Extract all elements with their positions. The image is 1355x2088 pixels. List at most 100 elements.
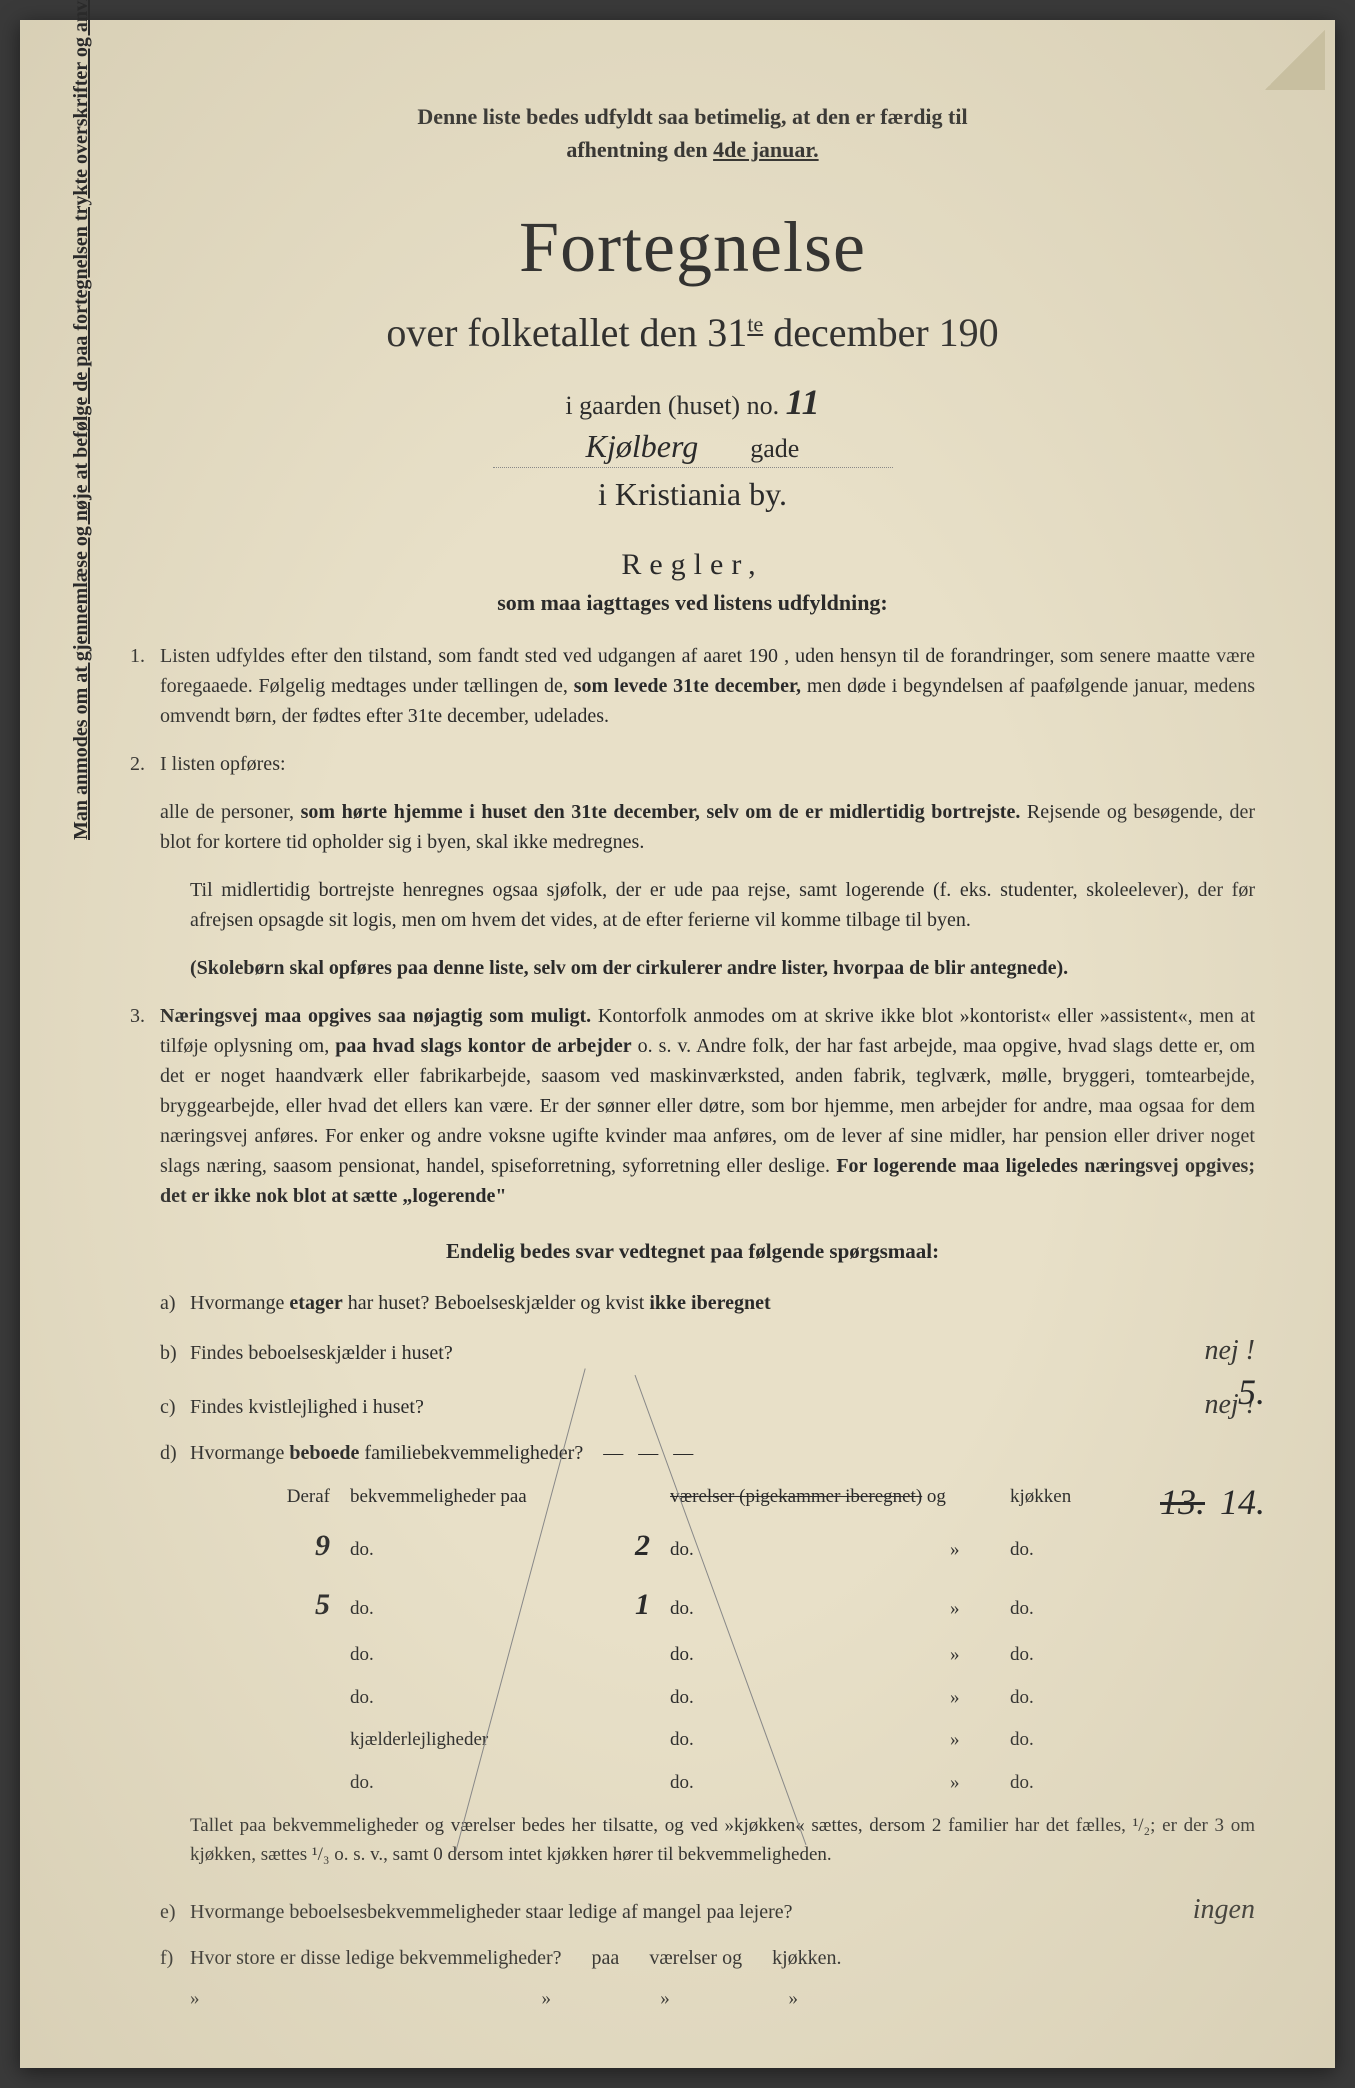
gaarden-number: 11 <box>786 382 820 422</box>
rule-2-para3: (Skolebørn skal opføres paa denne liste,… <box>190 953 1255 983</box>
regler-subtitle: som maa iagttages ved listens udfyldning… <box>130 590 1255 616</box>
gaarden-label: i gaarden (huset) no. <box>565 391 779 420</box>
qd-margin-answer: 14. <box>1220 1475 1265 1529</box>
city-line: i Kristiania by. <box>130 476 1255 513</box>
sub-suffix: december 190 <box>763 310 998 355</box>
title-subtitle: over folketallet den 31te december 190 <box>130 309 1255 356</box>
ditto-row: » » » » <box>190 1985 1255 2014</box>
qf-letter: f) <box>160 1943 190 1973</box>
document-page: Man anmodes om at gjennemlæse og nøje at… <box>20 20 1335 2068</box>
rule-2-para2: Til midlertidig bortrejste henregnes ogs… <box>190 875 1255 935</box>
deraf-cell: 5 <box>210 1582 350 1627</box>
notice-date: 4de januar. <box>713 137 819 162</box>
rule-3: 3. Næringsvej maa opgives saa nøjagtig s… <box>130 1001 1255 1211</box>
qd-prefix: Hvormange <box>190 1442 289 1464</box>
deraf-cell: do. <box>670 1769 950 1798</box>
questions-title: Endelig bedes svar vedtegnet paa følgend… <box>130 1236 1255 1268</box>
deraf-cell: 2 <box>570 1523 670 1568</box>
deraf-cell: do. <box>1010 1595 1130 1624</box>
question-a: a) Hvormange etager har huset? Beboelses… <box>160 1288 1255 1318</box>
deraf-cell: do. <box>350 1684 570 1713</box>
qa-letter: a) <box>160 1288 190 1318</box>
qa-bold: etager <box>289 1292 342 1314</box>
deraf-row: kjælderlejligheder do.»do. <box>210 1726 1255 1755</box>
qa-text: Hvormange etager har huset? Beboelseskjæ… <box>190 1288 1255 1318</box>
street-name: Kjølberg <box>586 428 699 465</box>
header-notice: Denne liste bedes udfyldt saa betimelig,… <box>210 100 1175 166</box>
deraf-row: do.do.»do. <box>210 1684 1255 1713</box>
qf-paa: paa <box>592 1943 620 1973</box>
deraf-cell: do. <box>670 1684 950 1713</box>
notice-line1: Denne liste bedes udfyldt saa betimelig,… <box>417 104 967 129</box>
qe-answer: ingen <box>1193 1889 1255 1931</box>
qc-letter: c) <box>160 1392 190 1422</box>
deraf-cell: do. <box>670 1536 950 1565</box>
rule-3-text: Næringsvej maa opgives saa nøjagtig som … <box>160 1001 1255 1211</box>
deraf-table: Deraf bekvemmeligheder paa værelser (pig… <box>210 1483 1255 1798</box>
deraf-cell: do. <box>670 1641 950 1670</box>
deraf-cell: » <box>950 1726 1010 1755</box>
qc-text: Findes kvistlejlighed i huset? <box>190 1392 1184 1422</box>
rules-body: 1. Listen udfyldes efter den tilstand, s… <box>130 641 1255 2014</box>
deraf-cell: do. <box>670 1595 950 1624</box>
qd-text: Hvormange beboede familiebekvemmelighede… <box>190 1438 1255 1468</box>
dh-c6: kjøkken <box>1010 1483 1130 1512</box>
deraf-cell: do. <box>1010 1684 1130 1713</box>
rule-2-num: 2. <box>130 749 160 779</box>
rule-1-num: 1. <box>130 641 160 731</box>
rule-2-para1: alle de personer, som hørte hjemme i hus… <box>160 797 1255 857</box>
deraf-cell: do. <box>1010 1769 1130 1798</box>
deraf-cell: » <box>950 1641 1010 1670</box>
qa-prefix: Hvormange <box>190 1292 289 1314</box>
regler-title: Regler, <box>130 548 1255 582</box>
question-b: b) Findes beboelseskjælder i huset? nej … <box>160 1330 1255 1372</box>
qd-bold: beboede <box>289 1442 359 1464</box>
qd-margin-strike: 13. <box>1160 1475 1205 1529</box>
bottom-paragraph: Tallet paa bekvemmeligheder og værelser … <box>190 1812 1255 1869</box>
deraf-cell: do. <box>670 1726 950 1755</box>
deraf-cell: do. <box>1010 1726 1130 1755</box>
page-corner-fold <box>1265 30 1325 90</box>
deraf-cell: » <box>950 1769 1010 1798</box>
street-line: Kjølberg gade <box>493 428 893 468</box>
rule-1: 1. Listen udfyldes efter den tilstand, s… <box>130 641 1255 731</box>
deraf-cell: 9 <box>210 1523 350 1568</box>
sub-prefix: over folketallet den 31 <box>386 310 747 355</box>
qa-bold2: ikke iberegnet <box>649 1292 770 1314</box>
deraf-cell: 1 <box>570 1582 670 1627</box>
deraf-row: 9do.2do.»do. <box>210 1523 1255 1568</box>
qd-letter: d) <box>160 1438 190 1468</box>
question-c: c) Findes kvistlejlighed i huset? nej ! <box>160 1384 1255 1426</box>
qf-kjok: kjøkken. <box>772 1943 841 1973</box>
title-main: Fortegnelse <box>130 206 1255 289</box>
dh-c1: Deraf <box>210 1483 350 1512</box>
vertical-margin-note: Man anmodes om at gjennemlæse og nøje at… <box>70 0 93 840</box>
deraf-cell: do. <box>1010 1641 1130 1670</box>
question-e: e) Hvormange beboelsesbekvemmeligheder s… <box>160 1889 1255 1931</box>
sub-ordinal: te <box>747 312 763 337</box>
qe-letter: e) <box>160 1897 190 1927</box>
deraf-cell: do. <box>350 1595 570 1624</box>
deraf-cell: do. <box>350 1769 570 1798</box>
rule-2-intro: I listen opføres: <box>160 749 1255 779</box>
rule-3-num: 3. <box>130 1001 160 1211</box>
dh-c2: bekvemmeligheder paa <box>350 1483 570 1512</box>
rule-1-text: Listen udfyldes efter den tilstand, som … <box>160 641 1255 731</box>
deraf-row: 5do.1do.»do. <box>210 1582 1255 1627</box>
qf-text: Hvor store er disse ledige bekvemmelighe… <box>190 1943 562 1973</box>
qe-text: Hvormange beboelsesbekvemmeligheder staa… <box>190 1897 1133 1927</box>
notice-line2-prefix: afhentning den <box>566 137 713 162</box>
question-f: f) Hvor store er disse ledige bekvemmeli… <box>160 1943 1255 1973</box>
dh-c5 <box>950 1483 1010 1512</box>
gade-label: gade <box>750 434 799 463</box>
deraf-cell: » <box>950 1536 1010 1565</box>
rule-2: 2. I listen opføres: <box>130 749 1255 779</box>
gaarden-line: i gaarden (huset) no. 11 <box>130 381 1255 423</box>
dh-c4-strike: værelser (pigekammer iberegnet) <box>670 1486 922 1507</box>
qa-margin-answer: 5. <box>1238 1365 1265 1419</box>
deraf-cell: » <box>950 1684 1010 1713</box>
qb-letter: b) <box>160 1338 190 1368</box>
dh-c3 <box>570 1483 670 1512</box>
deraf-header: Deraf bekvemmeligheder paa værelser (pig… <box>210 1483 1255 1512</box>
deraf-cell: kjælderlejligheder <box>350 1726 570 1755</box>
